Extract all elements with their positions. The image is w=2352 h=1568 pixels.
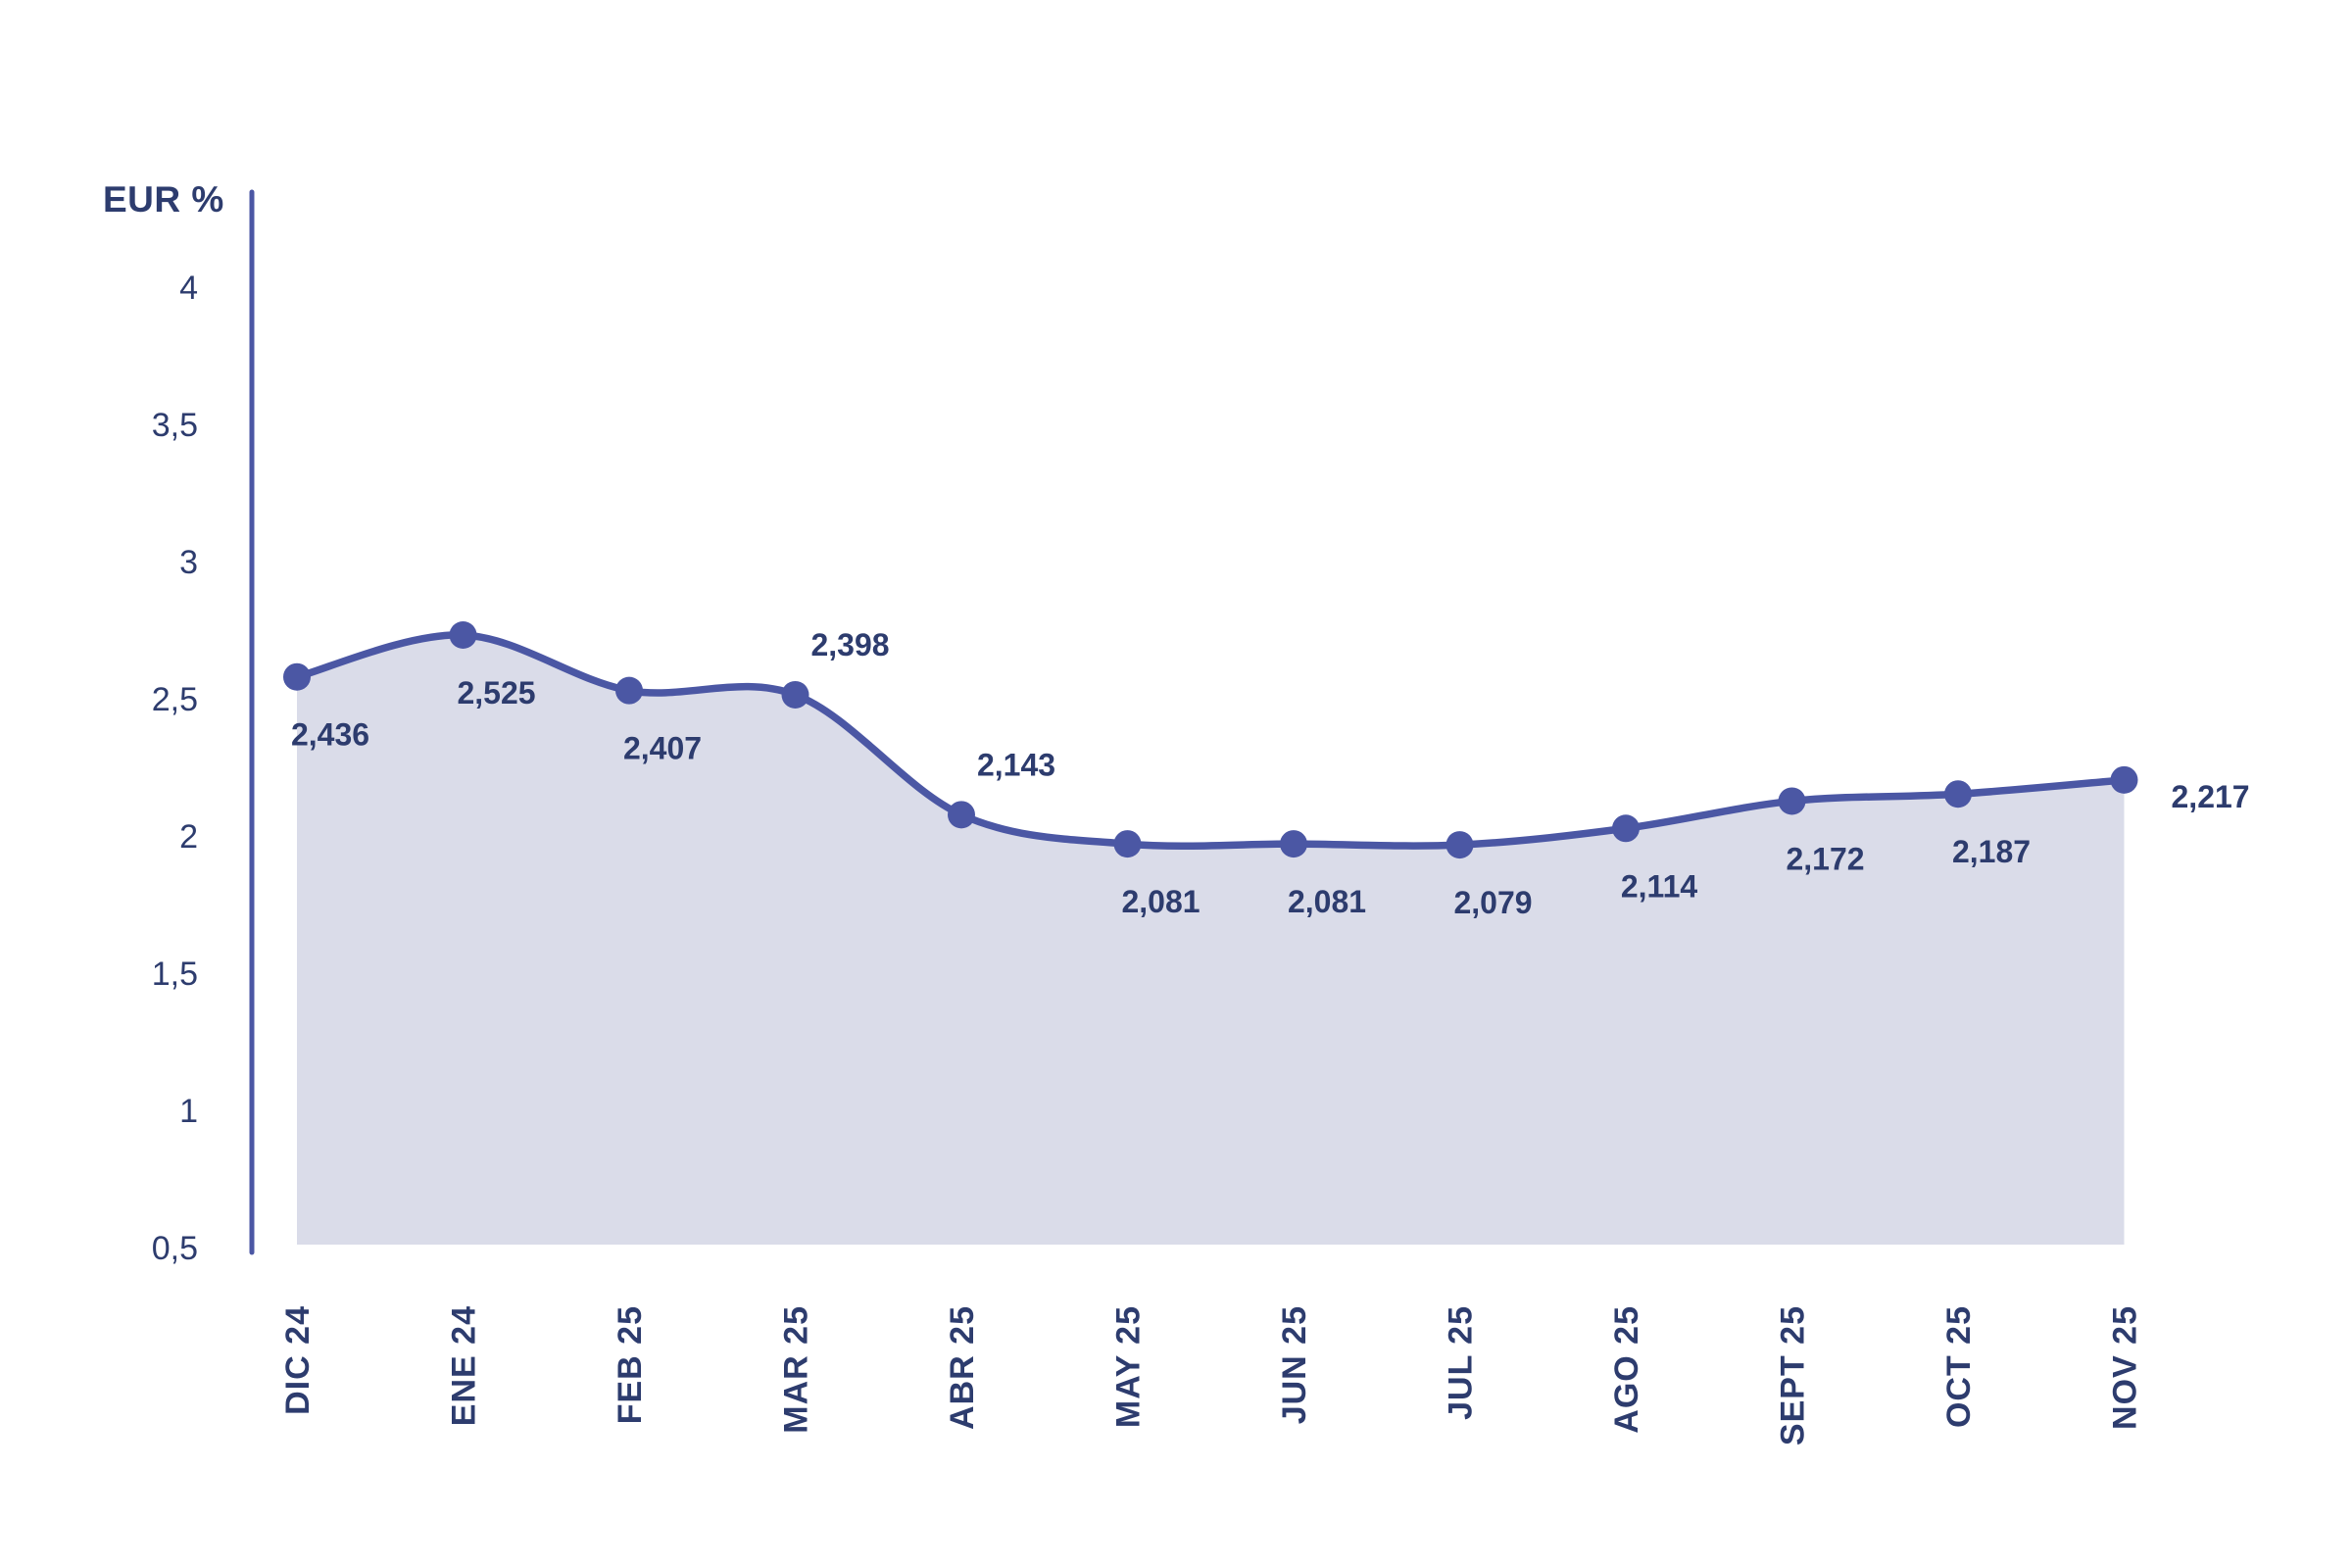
- x-axis-label: ENE 24: [446, 1305, 483, 1426]
- point-value-label: 2,525: [457, 675, 535, 710]
- y-tick-label: 3,5: [152, 407, 198, 444]
- y-tick-label: 4: [179, 270, 198, 307]
- trend-line: [293, 631, 2129, 851]
- area-fill: [297, 634, 2125, 1245]
- data-point-dot: [1612, 814, 1640, 843]
- x-axis-label: MAR 25: [778, 1305, 815, 1434]
- x-axis-label: ABR 25: [944, 1305, 981, 1430]
- point-value-label: 2,217: [2172, 779, 2250, 814]
- data-points: [283, 621, 2138, 859]
- point-value-label: 2,398: [810, 627, 889, 662]
- x-axis-label: JUN 25: [1276, 1305, 1313, 1424]
- data-point-dot: [449, 621, 477, 649]
- data-point-dot: [615, 676, 643, 705]
- y-tick-label: 1,5: [152, 956, 198, 993]
- data-point-dot: [1944, 780, 1972, 808]
- point-value-label: 2,172: [1786, 841, 1864, 876]
- point-value-label: 2,079: [1453, 885, 1532, 920]
- x-axis-label: FEB 25: [612, 1305, 649, 1424]
- x-axis-label: JUL 25: [1443, 1305, 1480, 1420]
- y-tick-labels: 4 3,5 3 2,5 2 1,5 1 0,5: [152, 270, 198, 1267]
- y-tick-label: 2: [179, 818, 198, 856]
- point-value-label: 2,187: [1952, 834, 2031, 869]
- y-axis-title: EUR %: [103, 179, 224, 220]
- data-point-dot: [283, 662, 311, 691]
- data-point-dot: [2110, 765, 2138, 794]
- x-axis-label: DIC 24: [279, 1305, 317, 1415]
- point-value-label: 2,114: [1621, 868, 1698, 904]
- point-value-label: 2,081: [1121, 884, 1200, 919]
- point-value-label: 2,407: [623, 731, 702, 766]
- data-point-dot: [1113, 830, 1142, 858]
- y-tick-label: 0,5: [152, 1230, 198, 1267]
- x-axis-labels: DIC 24 ENE 24 FEB 25 MAR 25 ABR 25 MAY 25 JUN …: [279, 1305, 2144, 1446]
- y-tick-label: 3: [179, 544, 198, 581]
- x-axis-label: MAY 25: [1110, 1305, 1148, 1428]
- x-axis-label: NOV 25: [2107, 1305, 2144, 1430]
- data-point-dot: [948, 801, 975, 829]
- point-value-label: 2,143: [977, 747, 1055, 782]
- y-tick-label: 2,5: [152, 681, 198, 718]
- point-value-label: 2,436: [291, 717, 369, 753]
- data-point-dot: [781, 680, 809, 709]
- data-point-dot: [1778, 787, 1806, 815]
- point-value-labels: 2,436 2,525 2,407 2,398 2,143 2,081 2,081 2,079…: [291, 627, 2250, 920]
- y-tick-label: 1: [179, 1093, 198, 1130]
- data-point-dot: [1446, 831, 1474, 859]
- data-point-dot: [1280, 830, 1307, 858]
- x-axis-label: OCT 25: [1940, 1305, 1978, 1428]
- x-axis-label: AGO 25: [1608, 1305, 1645, 1434]
- x-axis-label: SEPT 25: [1775, 1305, 1812, 1446]
- point-value-label: 2,081: [1288, 884, 1366, 919]
